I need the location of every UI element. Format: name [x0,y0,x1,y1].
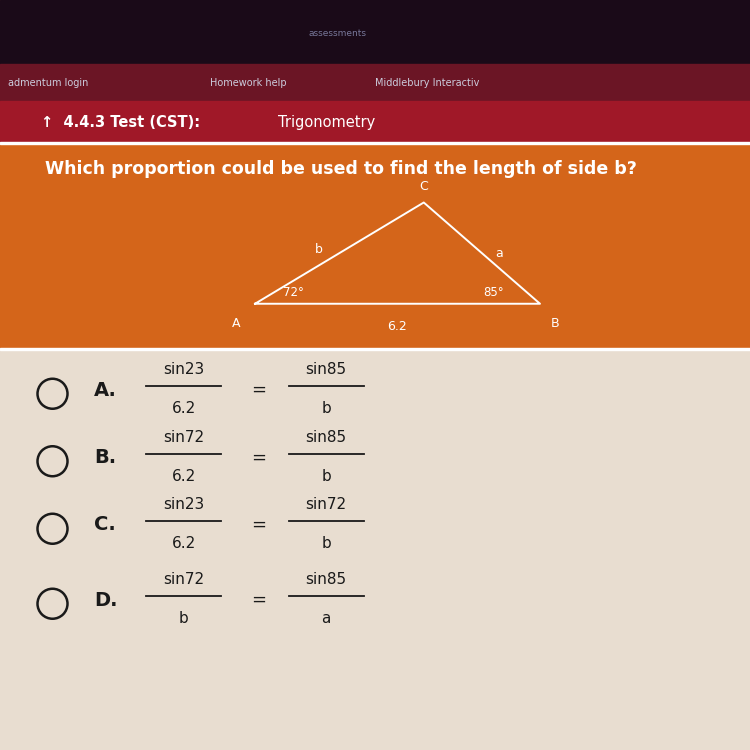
Text: sin23: sin23 [164,362,204,377]
Text: 85°: 85° [484,286,504,299]
Text: Middlebury Interactiv: Middlebury Interactiv [375,77,479,88]
Text: 6.2: 6.2 [388,320,407,333]
Text: D.: D. [94,590,117,610]
Text: Which proportion could be used to find the length of side b?: Which proportion could be used to find t… [45,160,637,178]
Text: a: a [322,611,331,626]
Text: sin72: sin72 [306,497,347,512]
Text: sin85: sin85 [306,572,347,587]
Bar [0,64,750,101]
Bar [0,349,750,750]
Text: B.: B. [94,448,116,467]
Text: =: = [251,516,266,534]
Text: Trigonometry: Trigonometry [278,115,375,130]
Text: a: a [495,247,503,259]
Text: sin23: sin23 [164,497,204,512]
Text: sin72: sin72 [164,430,204,445]
Text: =: = [251,448,266,466]
Text: b: b [315,243,322,256]
Bar [0,101,750,142]
Text: =: = [251,381,266,399]
Text: sin85: sin85 [306,362,347,377]
Text: assessments: assessments [308,29,367,38]
Bar [0,0,750,64]
Text: b: b [321,401,332,416]
Text: admentum login: admentum login [8,77,88,88]
Bar [0,142,750,144]
Text: C: C [419,181,428,194]
Text: A: A [232,317,240,330]
Text: b: b [178,611,189,626]
Text: C.: C. [94,515,116,535]
Text: A.: A. [94,380,117,400]
Text: b: b [321,536,332,551]
Text: sin72: sin72 [164,572,204,587]
Text: sin85: sin85 [306,430,347,445]
Text: 6.2: 6.2 [172,469,196,484]
Text: =: = [251,591,266,609]
Text: B: B [551,317,560,330]
Bar [0,348,750,350]
Text: 6.2: 6.2 [172,536,196,551]
Text: ↑  4.4.3 Test (CST):: ↑ 4.4.3 Test (CST): [41,115,200,130]
Text: Homework help: Homework help [210,77,286,88]
Text: 72°: 72° [284,286,304,299]
Text: 6.2: 6.2 [172,401,196,416]
Text: b: b [321,469,332,484]
